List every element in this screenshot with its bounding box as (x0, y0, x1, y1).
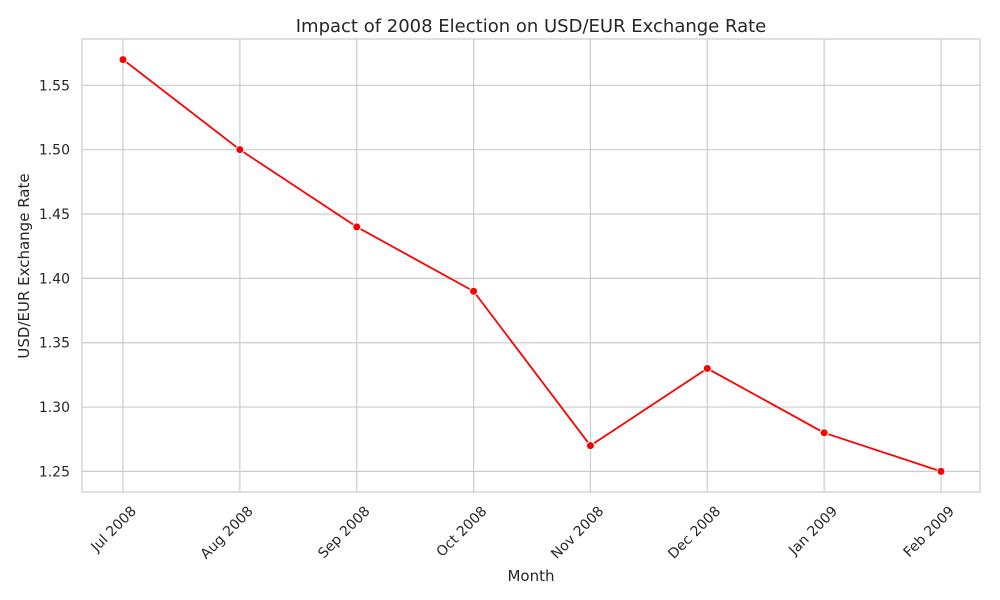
x-tick-labels: Jul 2008 Aug 2008 Sep 2008 Oct 2008 Nov 2008… (88, 504, 958, 563)
y-tick-label: 1.35 (39, 336, 70, 352)
y-tick-label: 1.50 (39, 143, 70, 159)
plot-frame (81, 38, 981, 493)
data-point (352, 222, 362, 232)
data-point (235, 145, 245, 155)
x-tick-label: Sep 2008 (315, 504, 373, 562)
series-line (122, 58, 942, 473)
y-tick-label: 1.25 (39, 464, 70, 480)
x-tick-label: Aug 2008 (198, 504, 257, 563)
y-tick-labels: 1.25 1.30 1.35 1.40 1.45 1.50 1.55 (39, 78, 70, 480)
data-point (469, 286, 479, 296)
y-tick-label: 1.40 (39, 271, 70, 287)
plot-area (82, 39, 980, 492)
data-point (118, 55, 128, 65)
x-tick-label: Dec 2008 (665, 504, 724, 563)
y-axis-label: USD/EUR Exchange Rate (15, 173, 33, 358)
y-tick-label: 1.30 (39, 400, 70, 416)
data-point (936, 466, 946, 476)
x-tick-label: Nov 2008 (548, 504, 607, 563)
y-tick-label: 1.55 (39, 78, 70, 94)
data-point (819, 428, 829, 438)
y-tick-label: 1.45 (39, 207, 70, 223)
chart-title: Impact of 2008 Election on USD/EUR Excha… (296, 16, 767, 37)
x-tick-label: Jan 2009 (785, 504, 841, 560)
x-tick-label: Jul 2008 (88, 504, 140, 556)
data-point (585, 441, 595, 451)
x-tick-label: Feb 2009 (901, 504, 958, 561)
x-axis-label: Month (507, 567, 554, 585)
data-point (702, 363, 712, 373)
x-tick-label: Oct 2008 (434, 504, 491, 561)
series-layer (118, 55, 946, 476)
gridlines (82, 39, 980, 492)
